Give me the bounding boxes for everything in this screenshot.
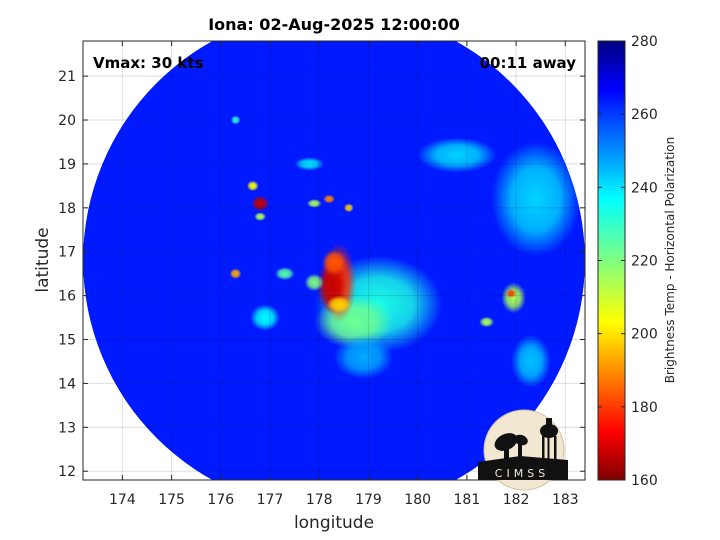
satellite-dish-icon <box>494 433 528 464</box>
x-tick-label: 182 <box>503 492 530 508</box>
brightness-feature <box>343 203 354 213</box>
brightness-feature <box>294 157 325 171</box>
chart-title: Iona: 02-Aug-2025 12:00:00 <box>208 15 460 34</box>
x-axis-ticks: 174 175 176 177 178 179 180 181 182 183 <box>109 41 579 508</box>
colorbar-tick-label: 260 <box>631 107 658 123</box>
colorbar-ticks: 160 180 200 220 240 260 280 <box>598 34 658 489</box>
colorbar-tick-label: 280 <box>631 34 658 50</box>
brightness-feature <box>274 267 295 281</box>
x-tick-label: 176 <box>207 492 234 508</box>
y-tick-label: 20 <box>58 113 76 129</box>
time-offset-annotation: 00:11 away <box>480 54 577 72</box>
brightness-feature <box>251 195 270 212</box>
brightness-feature <box>304 273 325 292</box>
brightness-feature <box>323 194 335 204</box>
brightness-feature <box>501 282 526 314</box>
plot-frame <box>82 40 586 481</box>
brightness-feature <box>230 115 241 125</box>
x-tick-label: 181 <box>454 492 481 508</box>
x-tick-label: 179 <box>355 492 382 508</box>
logo-text: CIMSS <box>495 467 549 480</box>
colorbar-tick-label: 240 <box>631 180 658 196</box>
x-axis-label: longitude <box>294 513 374 533</box>
x-tick-label: 177 <box>257 492 284 508</box>
y-tick-label: 15 <box>58 333 76 349</box>
y-axis-ticks: 12 13 14 15 16 17 18 19 20 21 <box>58 69 585 480</box>
swath-layer <box>83 41 585 480</box>
y-tick-label: 17 <box>58 245 76 261</box>
y-tick-label: 18 <box>58 201 76 217</box>
water-tower-icon <box>540 418 558 462</box>
brightness-feature <box>321 249 347 276</box>
brightness-feature <box>334 335 394 380</box>
x-tick-label: 180 <box>404 492 431 508</box>
brightness-feature <box>511 335 551 388</box>
y-tick-label: 12 <box>58 464 76 480</box>
colorbar-tick-label: 160 <box>631 473 658 489</box>
x-tick-label: 175 <box>158 492 185 508</box>
y-tick-label: 16 <box>58 289 76 305</box>
brightness-feature <box>479 316 494 328</box>
brightness-feature <box>506 289 517 298</box>
x-tick-label: 174 <box>109 492 136 508</box>
colorbar-tick-label: 200 <box>631 327 658 343</box>
brightness-feature <box>246 180 259 192</box>
brightness-feature <box>254 212 267 221</box>
x-tick-label: 183 <box>552 492 579 508</box>
x-tick-label: 178 <box>306 492 333 508</box>
vmax-annotation: Vmax: 30 kts <box>93 54 203 72</box>
grid-layer <box>83 41 585 480</box>
brightness-feature <box>250 304 280 331</box>
cimss-logo: CIMSS <box>478 409 568 491</box>
y-tick-label: 14 <box>58 376 76 392</box>
brightness-feature <box>491 141 581 257</box>
colorbar-tick-label: 220 <box>631 254 658 270</box>
brightness-feature <box>229 268 242 279</box>
y-tick-label: 21 <box>58 69 76 85</box>
y-tick-label: 13 <box>58 420 76 436</box>
brightness-feature <box>417 137 497 173</box>
brightness-feature <box>326 295 352 314</box>
colorbar <box>597 40 626 481</box>
y-axis-label: latitude <box>33 227 53 292</box>
colorbar-tick-label: 180 <box>631 400 658 416</box>
y-tick-label: 19 <box>58 157 76 173</box>
colorbar-label: Brightness Temp - Horizontal Polarizatio… <box>663 137 677 384</box>
features-layer <box>229 115 581 388</box>
brightness-feature <box>306 199 322 208</box>
